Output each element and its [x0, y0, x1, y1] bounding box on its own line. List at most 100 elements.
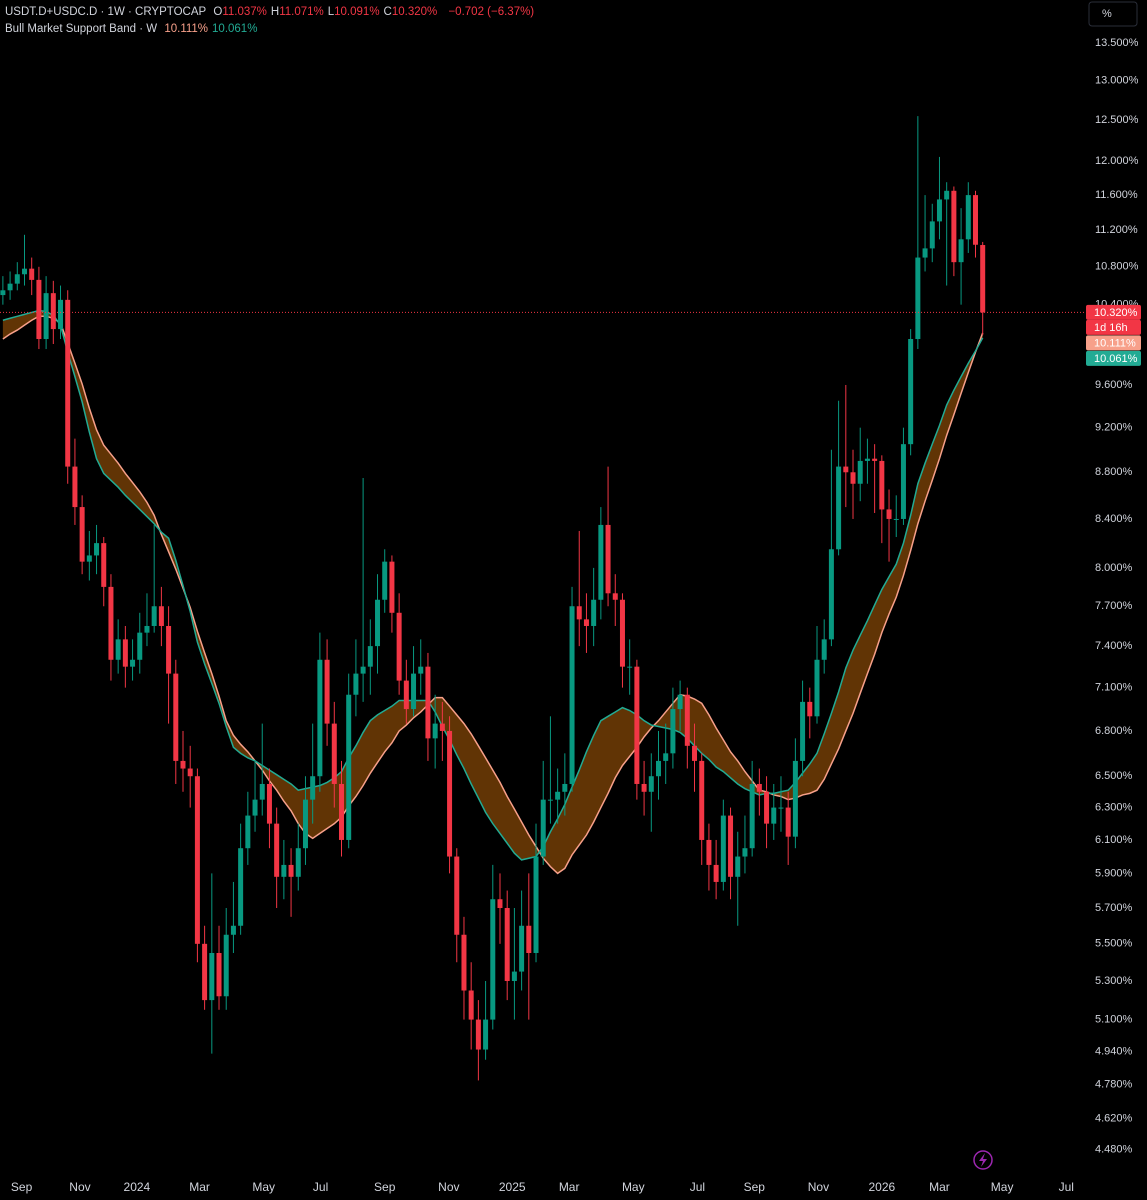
candle-body	[432, 723, 438, 739]
candle-body	[857, 460, 863, 484]
candle-body	[843, 466, 849, 473]
candle-body	[814, 659, 820, 717]
candle-body	[742, 848, 748, 857]
y-tick-label: 4.480%	[1095, 1144, 1133, 1156]
scale-button[interactable]	[1088, 1, 1138, 27]
candle-body	[72, 466, 78, 508]
ohlc-value: 10.091%	[334, 6, 380, 18]
candle-body	[951, 190, 957, 263]
y-tick-label: 7.400%	[1095, 640, 1133, 652]
band-value-label-box	[1086, 350, 1141, 366]
candle-body	[533, 856, 539, 953]
candle-body	[317, 659, 323, 777]
candle-body	[21, 268, 27, 275]
x-tick-label: Jul	[1059, 1180, 1074, 1194]
candle-body	[29, 268, 35, 280]
candle-body	[389, 561, 395, 613]
candle-body	[591, 599, 597, 626]
band-value-label-box	[1086, 335, 1141, 351]
y-tick-label: 5.900%	[1095, 867, 1133, 879]
candle-body	[0, 290, 6, 296]
candle-body	[583, 619, 589, 626]
candle-body	[728, 815, 734, 877]
ohlc-label: O	[213, 6, 223, 18]
candle-body	[238, 848, 244, 926]
candle-body	[699, 760, 705, 840]
candle-body	[598, 524, 604, 600]
x-tick-label: 2025	[499, 1180, 526, 1194]
x-tick-label: May	[252, 1180, 275, 1194]
candle-body	[641, 783, 647, 792]
candle-body	[187, 768, 193, 777]
y-tick-label: 6.500%	[1095, 770, 1133, 782]
candle-body	[310, 776, 316, 800]
y-tick-label: 11.600%	[1095, 189, 1138, 201]
indicator-name: Bull Market Support Band · W	[5, 23, 158, 35]
candle-body	[720, 815, 726, 882]
y-tick-label: 13.500%	[1095, 37, 1139, 49]
candle-body	[7, 283, 13, 291]
candle-body	[353, 673, 359, 695]
candle-body	[461, 934, 467, 991]
lightning-icon[interactable]	[973, 1150, 993, 1170]
candle-body	[295, 848, 301, 877]
scale-button-label[interactable]: %	[1102, 8, 1112, 20]
candle-body	[425, 666, 431, 739]
candle-body	[331, 723, 337, 784]
candle-body	[792, 760, 798, 837]
candle-body	[79, 507, 85, 562]
candle-body	[382, 561, 388, 600]
last-price-label: 10.320%	[1094, 307, 1138, 319]
candle-body	[965, 195, 971, 240]
candle-body	[144, 625, 150, 633]
candle-body	[101, 543, 107, 587]
candle-body	[115, 639, 121, 660]
x-tick-label: Mar	[189, 1180, 210, 1194]
candle-body	[821, 639, 827, 660]
y-tick-label: 9.600%	[1095, 379, 1133, 391]
candle-body	[137, 632, 143, 660]
candle-body	[65, 299, 71, 467]
candle-body	[655, 760, 661, 777]
candle-body	[944, 190, 950, 200]
candle-body	[302, 799, 308, 849]
candle-body	[497, 899, 503, 908]
y-tick-label: 8.400%	[1095, 513, 1133, 525]
candle-body	[958, 239, 964, 263]
candle-body	[86, 555, 92, 562]
candle-body	[252, 799, 258, 816]
candle-body	[828, 549, 834, 640]
candle-body	[836, 466, 842, 550]
candle-body	[403, 680, 409, 710]
symbol-title: USDT.D+USDC.D · 1W · CRYPTOCAP	[5, 6, 207, 18]
x-tick-label: Nov	[808, 1180, 829, 1194]
candle-body	[519, 925, 525, 972]
x-tick-label: 2024	[124, 1180, 151, 1194]
candle-body	[130, 659, 136, 667]
candle-body	[216, 952, 222, 997]
candle-body	[43, 293, 49, 340]
symbol-legend: USDT.D+USDC.D · 1W · CRYPTOCAP O11.037% H…	[5, 6, 538, 18]
indicator-values: 10.111% 10.061%	[164, 23, 261, 35]
y-tick-label: 13.000%	[1095, 75, 1139, 87]
candle-body	[439, 723, 445, 731]
candle-body	[447, 730, 453, 857]
countdown: 1d 16h	[1094, 322, 1128, 334]
candle-body	[346, 694, 352, 840]
candle-body	[274, 823, 280, 877]
candle-body	[915, 257, 921, 340]
y-tick-label: 5.100%	[1095, 1013, 1133, 1025]
ohlc-value: 11.071%	[279, 6, 324, 18]
candle-body	[418, 666, 424, 674]
candle-body	[36, 279, 42, 340]
indicator-legend: Bull Market Support Band · W 10.111% 10.0…	[5, 23, 265, 35]
candle-body	[576, 606, 582, 620]
candle-body	[735, 856, 741, 877]
candle-body	[922, 248, 928, 258]
candle-body	[756, 783, 762, 792]
candle-body	[540, 799, 546, 857]
y-tick-label: 11.200%	[1095, 224, 1138, 236]
candle-body	[771, 807, 777, 824]
y-tick-label: 5.700%	[1095, 902, 1133, 914]
